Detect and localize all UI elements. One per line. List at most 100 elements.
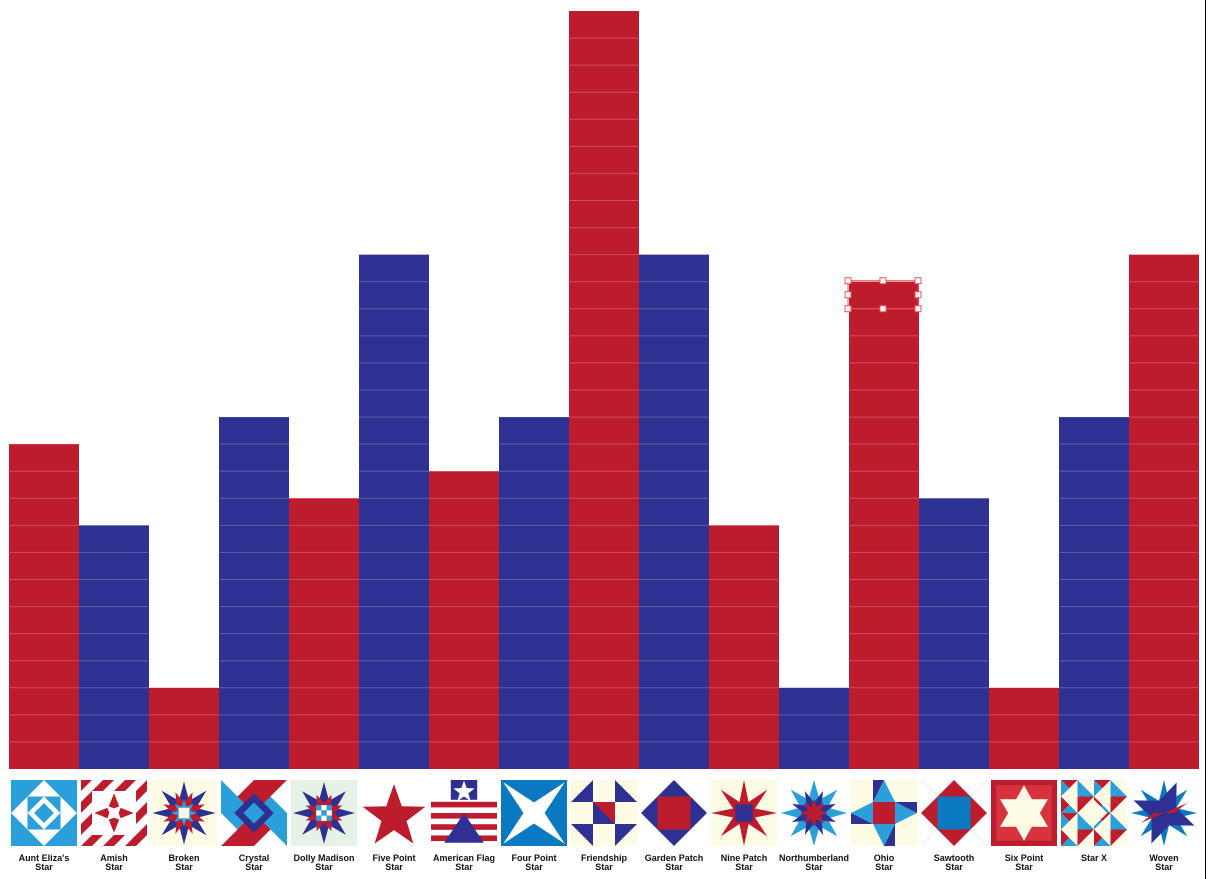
category-label-line: Dolly Madison xyxy=(293,853,354,863)
category-label-line: Nine Patch xyxy=(721,853,768,863)
category-label: American Flag Star xyxy=(433,853,495,872)
six-point-star-quilt-icon xyxy=(991,780,1057,846)
category-label-line: Broken xyxy=(168,853,199,863)
category-label-line: Garden Patch xyxy=(645,853,704,863)
resize-handle[interactable] xyxy=(844,305,852,313)
category-label-line: Star xyxy=(175,862,193,872)
resize-handle[interactable] xyxy=(844,291,852,299)
sawtooth-star-quilt-icon xyxy=(921,780,987,846)
category-label-line: Friendship xyxy=(581,853,628,863)
bar-northumberland-star[interactable] xyxy=(779,687,849,769)
bar-woven-star[interactable] xyxy=(1129,254,1199,770)
category-label-line: Woven xyxy=(1149,853,1178,863)
bar-sawtooth-star[interactable] xyxy=(919,498,989,769)
category-label-line: Amish xyxy=(100,853,128,863)
ohio-star-quilt-icon xyxy=(851,780,917,846)
category-label-line: Star xyxy=(875,862,893,872)
bar-six-point-star[interactable] xyxy=(989,687,1059,769)
woven-star-quilt-icon xyxy=(1131,780,1197,846)
category-label-line: Star xyxy=(945,862,963,872)
selection-handles[interactable] xyxy=(844,277,922,313)
bar-rect[interactable] xyxy=(219,417,289,769)
bar-rect[interactable] xyxy=(849,281,919,769)
bar-rect[interactable] xyxy=(919,498,989,769)
resize-handle[interactable] xyxy=(914,277,922,285)
bar-star-x[interactable] xyxy=(1059,417,1129,769)
bar-four-point-star[interactable] xyxy=(499,417,569,769)
bar-rect[interactable] xyxy=(709,525,779,769)
broken-star-quilt-icon xyxy=(151,780,217,846)
garden-patch-star-quilt-icon xyxy=(641,780,707,846)
category-label-line: Star xyxy=(595,862,613,872)
bar-ohio-star[interactable] xyxy=(849,281,919,769)
category-label-line: Star xyxy=(35,862,53,872)
resize-handle[interactable] xyxy=(844,277,852,285)
bar-aunt-eliza-s-star[interactable] xyxy=(9,444,79,769)
category-label-line: Ohio xyxy=(874,853,895,863)
nine-patch-star-quilt-icon xyxy=(711,780,777,846)
bar-rect[interactable] xyxy=(1129,254,1199,770)
resize-handle[interactable] xyxy=(879,277,887,285)
bar-five-point-star[interactable] xyxy=(359,254,429,770)
bar-american-flag-star[interactable] xyxy=(429,471,499,769)
bar-rect[interactable] xyxy=(79,525,149,769)
category-label: Crystal Star xyxy=(239,853,270,872)
bar-crystal-star[interactable] xyxy=(219,417,289,769)
category-label: Woven Star xyxy=(1149,853,1178,872)
bar-rect[interactable] xyxy=(779,687,849,769)
bar-friendship-star[interactable] xyxy=(569,11,639,769)
bar-rect[interactable] xyxy=(429,471,499,769)
category-label: Broken Star xyxy=(168,853,199,872)
bar-broken-star[interactable] xyxy=(149,687,219,769)
bar-amish-star[interactable] xyxy=(79,525,149,769)
category-label-line: Crystal xyxy=(239,853,270,863)
resize-handle[interactable] xyxy=(914,305,922,313)
bar-rect[interactable] xyxy=(639,254,709,770)
category-label: Aunt Eliza's Star xyxy=(19,853,70,872)
amish-star-quilt-icon xyxy=(81,780,147,846)
category-label-line: Sawtooth xyxy=(934,853,975,863)
resize-handle[interactable] xyxy=(914,291,922,299)
bar-garden-patch-star[interactable] xyxy=(639,254,709,770)
bar-rect[interactable] xyxy=(9,444,79,769)
category-label-line: Star xyxy=(735,862,753,872)
bar-rect[interactable] xyxy=(149,687,219,769)
category-label-line: Star xyxy=(385,862,403,872)
bar-nine-patch-star[interactable] xyxy=(709,525,779,769)
category-label-line: Star xyxy=(805,862,823,872)
category-label-line: Five Point xyxy=(372,853,415,863)
bar-rect[interactable] xyxy=(1059,417,1129,769)
bar-rect[interactable] xyxy=(499,417,569,769)
category-label-line: Star xyxy=(525,862,543,872)
resize-handle[interactable] xyxy=(879,305,887,313)
dolly-madison-star-quilt-icon xyxy=(291,780,357,846)
northumberland-star-quilt-icon xyxy=(781,780,847,846)
bar-rect[interactable] xyxy=(359,254,429,770)
category-label-line: Star xyxy=(455,862,473,872)
category-label: Sawtooth Star xyxy=(934,853,975,872)
bar-rect[interactable] xyxy=(289,498,359,769)
category-label-line: Star xyxy=(105,862,123,872)
bar-rect[interactable] xyxy=(989,687,1059,769)
american-flag-star-quilt-icon xyxy=(431,780,497,846)
category-label-line: Star xyxy=(245,862,263,872)
bar-dolly-madison-star[interactable] xyxy=(289,498,359,769)
category-label: Five Point Star xyxy=(372,853,415,872)
bars-layer xyxy=(9,11,1199,770)
category-label: Nine Patch Star xyxy=(721,853,768,872)
friendship-star-quilt-icon xyxy=(571,780,637,846)
five-point-star-quilt-icon xyxy=(361,780,427,846)
category-label: Amish Star xyxy=(100,853,128,872)
category-label: Six Point Star xyxy=(1005,853,1044,872)
category-label-line: Star X xyxy=(1081,853,1107,863)
bar-rect[interactable] xyxy=(569,11,639,769)
quilt-icons-row xyxy=(11,780,1197,846)
category-label: Dolly Madison Star xyxy=(293,853,354,872)
category-label-line: Northumberland xyxy=(779,853,849,863)
category-label-line: Aunt Eliza's xyxy=(19,853,70,863)
category-label: Friendship Star xyxy=(581,853,628,872)
category-label-line: Star xyxy=(665,862,683,872)
category-label-line: Star xyxy=(1015,862,1033,872)
category-label: Four Point Star xyxy=(512,853,557,872)
